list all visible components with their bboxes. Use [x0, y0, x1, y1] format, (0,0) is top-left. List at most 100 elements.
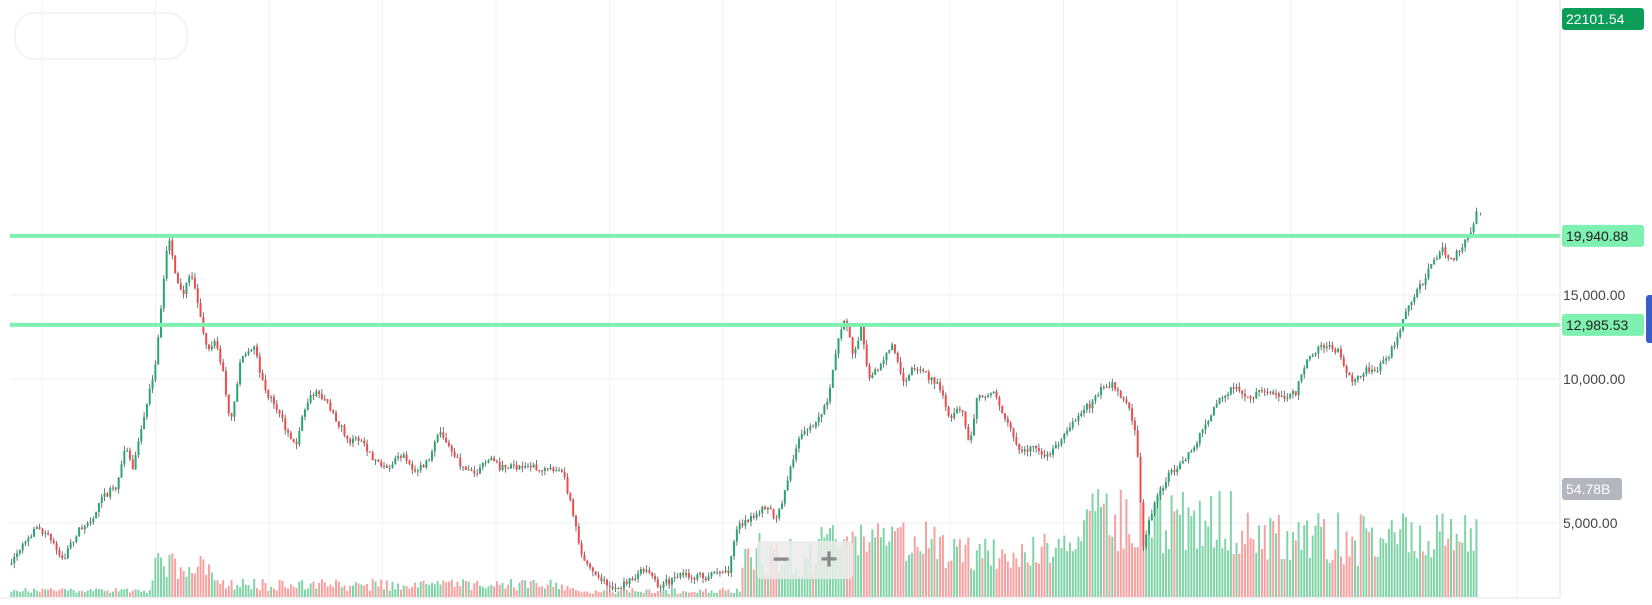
- volume-bar: [151, 580, 154, 597]
- volume-bar: [476, 580, 479, 597]
- candle-body: [179, 283, 182, 290]
- candle-body: [617, 588, 620, 590]
- candle-body: [244, 354, 247, 356]
- candle-body: [608, 585, 611, 587]
- volume-bar: [1464, 515, 1467, 597]
- candle-body: [837, 338, 840, 354]
- candle-body: [1179, 463, 1182, 469]
- volume-bar: [1266, 559, 1269, 597]
- volume-bar: [905, 560, 908, 597]
- side-panel-tab[interactable]: [1646, 295, 1652, 343]
- volume-bar: [925, 521, 927, 597]
- candle-body: [160, 308, 163, 338]
- volume-bar: [171, 553, 174, 597]
- candle-body: [755, 513, 758, 518]
- volume-bar: [1277, 514, 1280, 597]
- candle-body: [939, 382, 942, 391]
- watermark-logo: [14, 12, 188, 60]
- candle-body: [967, 426, 970, 441]
- volume-bar: [764, 575, 767, 597]
- candle-body: [795, 448, 798, 460]
- volume-bar: [72, 590, 75, 597]
- candle-body: [476, 473, 479, 475]
- candle-body: [1413, 297, 1416, 302]
- volume-bar: [622, 589, 625, 597]
- candle-body: [261, 372, 264, 380]
- volume-bar: [910, 552, 913, 597]
- candle-body: [778, 508, 781, 518]
- candle-body: [532, 464, 535, 468]
- candle-body: [572, 499, 575, 516]
- candle-body: [275, 404, 278, 410]
- volume-bar: [950, 560, 953, 597]
- zoom-out-button[interactable]: −: [772, 543, 790, 576]
- volume-bar: [673, 588, 676, 597]
- candle-body: [865, 344, 868, 366]
- candle-body: [614, 588, 617, 590]
- candle-body: [1057, 444, 1060, 446]
- volume-bar: [1035, 562, 1038, 597]
- volume-bar: [1413, 551, 1416, 597]
- volume-bar: [329, 584, 332, 597]
- volume-bar: [645, 589, 648, 597]
- candle-body: [1294, 391, 1297, 395]
- candle-body: [405, 454, 408, 461]
- candle-body: [1266, 392, 1269, 394]
- candle-body: [1173, 470, 1176, 473]
- candle-body: [625, 581, 628, 585]
- candle-body: [1100, 387, 1102, 396]
- volume-bar: [1258, 525, 1261, 597]
- candle-body: [569, 493, 572, 500]
- candle-body: [318, 391, 321, 395]
- candle-body: [758, 512, 761, 514]
- volume-bar: [467, 581, 470, 597]
- volume-bar: [114, 588, 117, 597]
- candle-body: [1085, 403, 1088, 410]
- volume-bar: [351, 585, 354, 597]
- volume-bar: [1142, 545, 1145, 597]
- last-price-bg: [1562, 8, 1644, 30]
- zoom-in-button[interactable]: +: [820, 543, 838, 576]
- horizontal-levels[interactable]: [10, 233, 1560, 327]
- candle-body: [1238, 386, 1241, 391]
- candle-body: [216, 341, 219, 349]
- candle-body: [555, 470, 558, 472]
- volume-bar: [357, 583, 360, 597]
- candle-body: [696, 574, 699, 580]
- volume-bar: [1212, 547, 1215, 597]
- candle-body: [1108, 386, 1111, 388]
- candle-body: [639, 569, 642, 574]
- volume-bar: [473, 583, 476, 597]
- volume-bar: [1289, 560, 1292, 597]
- candle-body: [1018, 444, 1021, 450]
- volume-bar: [668, 593, 671, 597]
- volume-bar: [456, 581, 459, 597]
- volume-bar: [902, 522, 905, 597]
- candle-body: [941, 390, 944, 396]
- volume-bar: [202, 559, 205, 597]
- candle-body: [431, 451, 433, 461]
- candle-body: [456, 456, 459, 458]
- candle-body: [1390, 346, 1393, 358]
- candle-body: [927, 372, 930, 381]
- volume-bar: [462, 579, 465, 597]
- volume-bar: [1181, 491, 1184, 597]
- candle-body: [154, 364, 157, 380]
- volume-bar: [447, 581, 450, 597]
- volume-bar: [188, 567, 191, 597]
- candle-body: [1300, 374, 1303, 382]
- candle-body: [583, 554, 586, 561]
- volume-bar: [1390, 520, 1393, 597]
- volume-bar: [343, 585, 346, 597]
- volume-bar: [1320, 526, 1323, 597]
- candle-body: [1351, 375, 1354, 382]
- candle-body: [363, 440, 366, 444]
- candle-body: [306, 402, 309, 410]
- volume-bar: [744, 548, 747, 597]
- grid: [10, 0, 1560, 598]
- candle-body: [1458, 250, 1461, 252]
- volume-bar: [941, 535, 944, 597]
- candle-body: [908, 375, 911, 381]
- candle-body: [329, 401, 332, 411]
- candle-body: [995, 391, 998, 398]
